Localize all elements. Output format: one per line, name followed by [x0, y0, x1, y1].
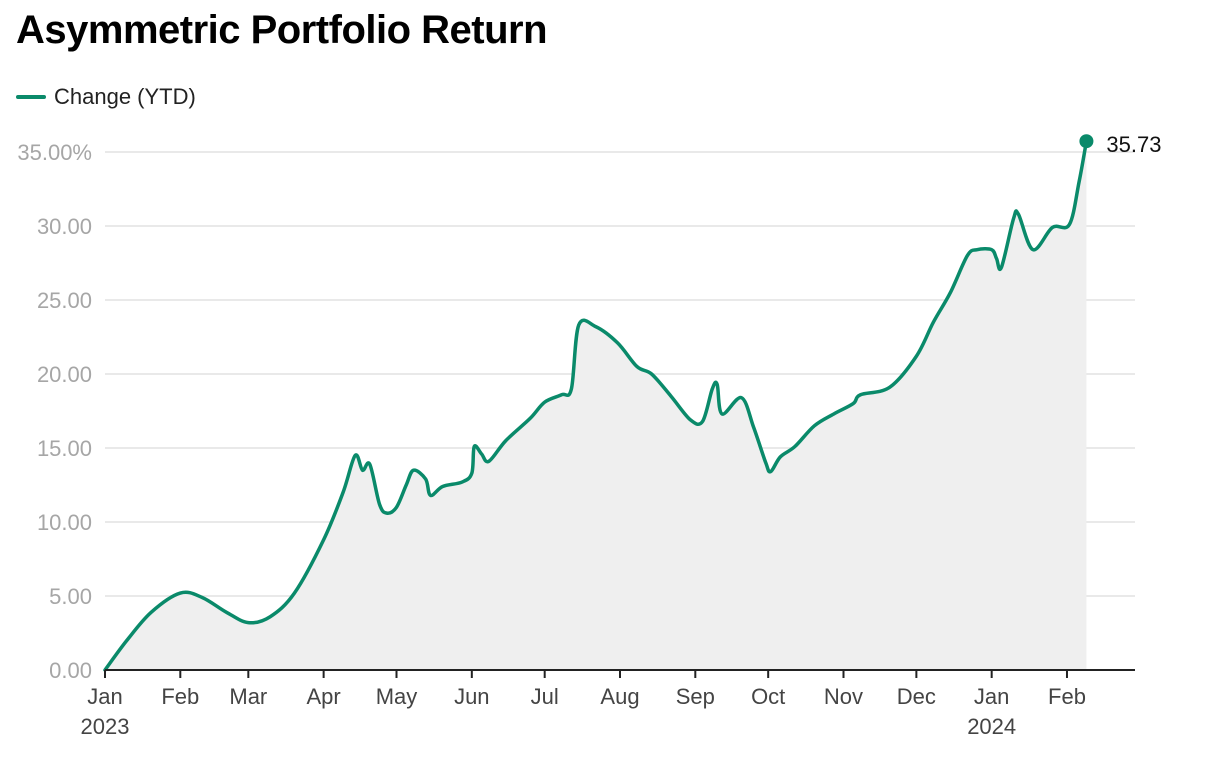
y-tick-label: 0.00 [49, 658, 92, 683]
legend-label: Change (YTD) [54, 84, 196, 109]
y-tick-label: 25.00 [37, 288, 92, 313]
legend-swatch [16, 95, 46, 99]
chart-title: Asymmetric Portfolio Return [16, 8, 548, 52]
x-tick-label: Nov [824, 684, 863, 709]
series-line [103, 139, 1089, 672]
x-tick-label: Jul [531, 684, 559, 709]
x-tick-label: May [376, 684, 418, 709]
x-tick-label: Mar [229, 684, 267, 709]
x-tick-label: Jan [87, 684, 122, 709]
series-area [105, 141, 1087, 671]
x-tick-label: Jun [454, 684, 489, 709]
y-tick-label: 5.00 [49, 584, 92, 609]
x-tick-year: 2023 [81, 714, 130, 739]
x-tick-label: Jan [974, 684, 1009, 709]
legend: Change (YTD) [16, 84, 196, 110]
y-tick-label: 10.00 [37, 510, 92, 535]
x-tick-label: Feb [161, 684, 199, 709]
x-tick-label: Dec [897, 684, 936, 709]
x-tick-label: Oct [751, 684, 785, 709]
end-value-label: 35.73 [1106, 132, 1161, 157]
y-tick-label: 30.00 [37, 214, 92, 239]
x-tick-label: Apr [307, 684, 341, 709]
y-tick-label: 35.00% [17, 140, 92, 165]
x-tick-year: 2024 [967, 714, 1016, 739]
x-tick-label: Aug [600, 684, 639, 709]
y-tick-label: 20.00 [37, 362, 92, 387]
x-tick-label: Sep [676, 684, 715, 709]
end-point-marker [1079, 134, 1094, 149]
y-tick-label: 15.00 [37, 436, 92, 461]
x-tick-label: Feb [1048, 684, 1086, 709]
